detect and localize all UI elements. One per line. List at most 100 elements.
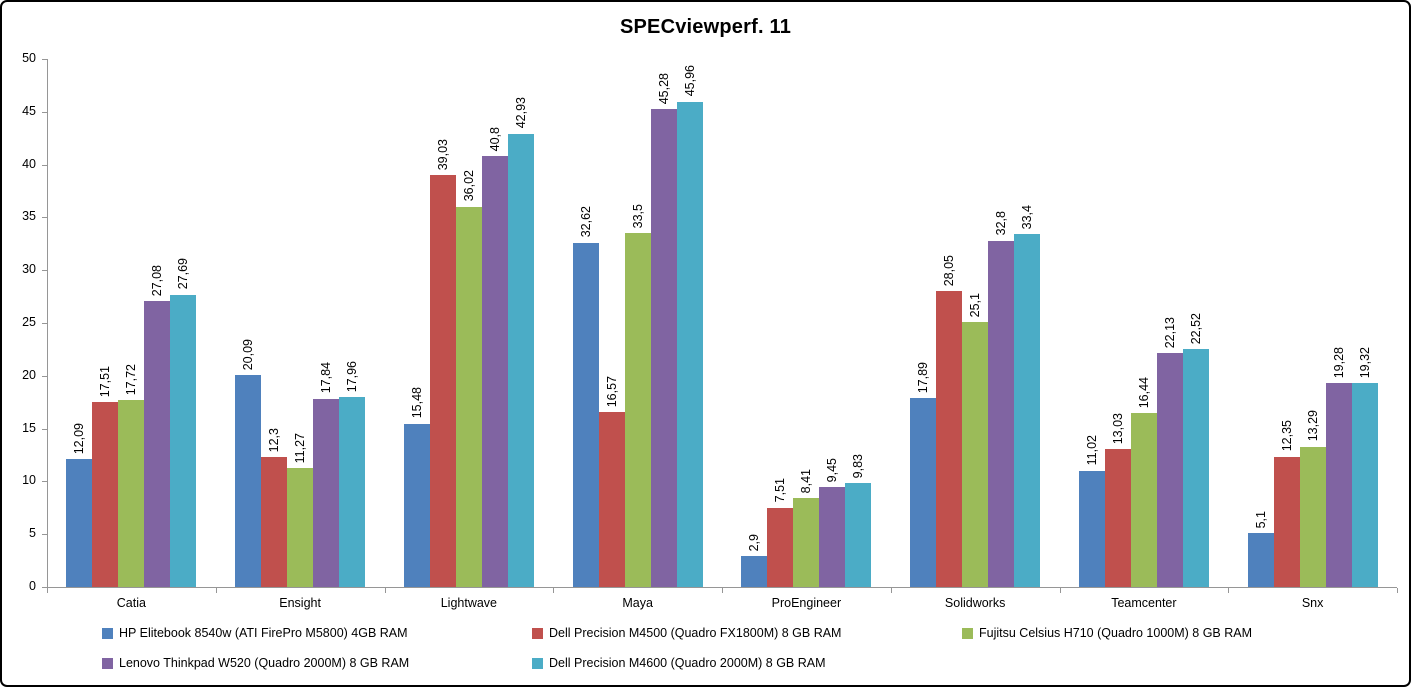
- bar-value-label: 36,02: [461, 170, 476, 202]
- bar-group-teamcenter: 11,02 13,03 16,44 22,13 22,52: [1060, 59, 1229, 587]
- bar-series3-snx: 13,29: [1299, 410, 1326, 587]
- bar-series5-maya: 45,96: [676, 65, 703, 587]
- bar-series5-ensight: 17,96: [339, 361, 366, 587]
- bar-series5-snx: 19,32: [1351, 347, 1378, 587]
- y-axis-tick-mark: [42, 375, 47, 377]
- y-axis-tick-label: 30: [22, 262, 36, 277]
- bar-value-label: 17,72: [124, 363, 139, 395]
- bar-value-label: 13,03: [1110, 413, 1125, 445]
- bar-series3-maya: 33,5: [624, 204, 651, 587]
- y-axis-tick-label: 5: [29, 526, 36, 541]
- bar-series1-maya: 32,62: [572, 206, 599, 587]
- bar-value-label: 33,5: [630, 203, 645, 229]
- bar-value-label: 32,62: [578, 206, 593, 238]
- bar-group-lightwave: 15,48 39,03 36,02 40,8 42,93: [385, 59, 554, 587]
- bar-group-catia: 12,09 17,51 17,72 27,08 27,69: [47, 59, 216, 587]
- bar-value-label: 17,84: [319, 362, 334, 394]
- x-axis-category-label: ProEngineer: [771, 596, 842, 610]
- bar-value-label: 32,8: [994, 211, 1009, 236]
- legend-swatch: [532, 657, 543, 669]
- bar-group-solidworks: 17,89 28,05 25,1 32,8 33,4: [891, 59, 1060, 587]
- bar-series1-proengineer: 2,9: [741, 534, 768, 587]
- y-axis-tick-label: 25: [22, 315, 36, 329]
- bar-series2-solidworks: 28,05: [936, 255, 963, 587]
- bar-value-label: 12,3: [267, 427, 282, 453]
- bar-series3-proengineer: 8,41: [793, 469, 820, 587]
- legend-label: Lenovo Thinkpad W520 (Quadro 2000M) 8 GB…: [119, 656, 410, 670]
- y-axis-tick-label: 10: [22, 473, 36, 488]
- bar-series1-solidworks: 17,89: [910, 362, 937, 587]
- bar-series2-ensight: 12,3: [261, 428, 288, 587]
- y-axis-tick-label: 20: [22, 367, 36, 382]
- bar-value-label: 25,1: [968, 292, 983, 317]
- bar-value-label: 15,48: [409, 387, 424, 419]
- bar-series4-lightwave: 40,8: [481, 127, 508, 587]
- bar-series2-teamcenter: 13,03: [1104, 413, 1131, 587]
- bar-value-label: 27,08: [150, 264, 165, 296]
- bar-series4-solidworks: 32,8: [988, 211, 1015, 587]
- legend-item: Lenovo Thinkpad W520 (Quadro 2000M) 8 GB…: [102, 656, 532, 670]
- bar-value-label: 28,05: [942, 254, 957, 286]
- bar-group-proengineer: 2,9 7,51 8,41 9,45 9,83: [722, 59, 891, 587]
- x-axis-tick-mark: [1059, 588, 1061, 593]
- x-axis-category-label: Lightwave: [440, 596, 498, 610]
- bar-series1-ensight: 20,09: [235, 339, 262, 587]
- legend-item: Fujitsu Celsius H710 (Quadro 1000M) 8 GB…: [962, 626, 1392, 640]
- bar-series2-maya: 16,57: [598, 376, 625, 587]
- bar-series5-teamcenter: 22,52: [1182, 313, 1209, 587]
- bar-value-label: 40,8: [487, 126, 502, 152]
- bar-series3-lightwave: 36,02: [455, 170, 482, 587]
- y-axis-tick-label: 45: [22, 103, 36, 118]
- y-axis-tick-mark: [42, 270, 47, 272]
- y-axis-tick-label: 50: [22, 51, 36, 65]
- y-axis-tick-mark: [42, 164, 47, 166]
- bar-series3-solidworks: 25,1: [962, 293, 989, 587]
- x-axis-category-label: Teamcenter: [1111, 596, 1177, 610]
- bar-value-label: 20,09: [241, 338, 256, 370]
- bar-groups: 12,09 17,51 17,72 27,08 27,69 20,09 12,3 11,27 1…: [47, 59, 1397, 587]
- chart-title: SPECviewperf. 11: [619, 16, 792, 38]
- bar-value-label: 7,51: [773, 478, 788, 503]
- y-axis-tick-mark: [42, 217, 47, 219]
- bar-value-label: 12,35: [1279, 420, 1294, 452]
- bar-value-label: 45,96: [682, 65, 697, 97]
- legend-label: Dell Precision M4600 (Quadro 2000M) 8 GB…: [549, 656, 826, 670]
- bar-series4-snx: 19,28: [1325, 347, 1352, 587]
- x-axis-category-label: Maya: [622, 596, 653, 610]
- legend-row-1: HP Elitebook 8540w (ATI FirePro M5800) 4…: [102, 626, 1392, 640]
- x-axis-tick-mark: [1228, 588, 1230, 593]
- bar-series2-snx: 12,35: [1273, 420, 1300, 587]
- legend-swatch: [102, 657, 113, 669]
- bar-series4-maya: 45,28: [650, 73, 677, 587]
- bar-value-label: 17,89: [916, 361, 931, 394]
- y-axis-tick-label: 15: [22, 420, 36, 435]
- x-axis-tick-mark: [1397, 588, 1398, 593]
- bar-value-label: 17,96: [345, 361, 360, 393]
- x-axis-tick-mark: [47, 588, 48, 593]
- bar-group-maya: 32,62 16,57 33,5 45,28 45,96: [553, 59, 722, 587]
- legend-swatch: [962, 627, 973, 639]
- y-axis-tick-mark: [42, 111, 47, 113]
- legend-swatch: [532, 627, 543, 639]
- bar-series1-snx: 5,1: [1247, 511, 1274, 587]
- bar-value-label: 13,29: [1305, 410, 1320, 442]
- bar-series1-lightwave: 15,48: [403, 387, 430, 587]
- y-axis-line: [47, 59, 48, 588]
- x-axis-category-labels: Catia Ensight Lightwave Maya ProEngineer Soli…: [47, 596, 1397, 610]
- bar-value-label: 27,69: [176, 258, 191, 290]
- x-axis-tick-mark: [890, 588, 892, 593]
- bar-value-label: 16,57: [604, 375, 619, 407]
- bar-value-label: 5,1: [1253, 510, 1268, 529]
- bar-value-label: 33,4: [1020, 204, 1035, 230]
- bar-value-label: 45,28: [656, 72, 671, 104]
- legend-row-2: Lenovo Thinkpad W520 (Quadro 2000M) 8 GB…: [102, 656, 962, 670]
- legend-item: HP Elitebook 8540w (ATI FirePro M5800) 4…: [102, 626, 532, 640]
- x-axis-tick-mark: [384, 588, 386, 593]
- bar-value-label: 11,02: [1084, 435, 1099, 466]
- bar-value-label: 2,9: [747, 534, 762, 552]
- legend-swatch: [102, 627, 113, 639]
- x-axis-category-label: Ensight: [279, 596, 321, 610]
- y-axis-tick-label: 0: [29, 579, 36, 593]
